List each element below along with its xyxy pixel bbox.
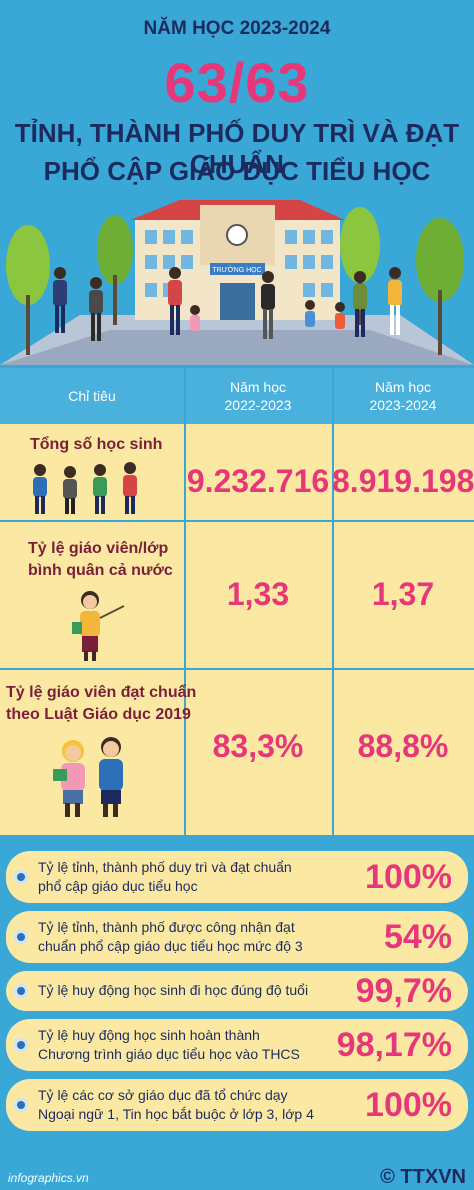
stat-value: 100% xyxy=(365,858,452,896)
row-label-teacher-standard: Tỷ lệ giáo viên đạt chuẩn theo Luật Giáo… xyxy=(6,682,196,726)
stat-text: Tỷ lệ huy động học sinh hoàn thành Chươn… xyxy=(38,1026,300,1064)
header-year-2023-line2: 2023-2024 xyxy=(369,397,437,413)
students-2023: 8.919.198 xyxy=(332,463,474,499)
stat-text-line2: Ngoại ngữ 1, Tin học bắt buộc ở lớp 3, l… xyxy=(38,1106,314,1122)
headline-line-2: PHỔ CẬP GIÁO DỤC TIỂU HỌC xyxy=(43,156,431,186)
header-year-2023-line1: Năm học xyxy=(374,379,432,395)
header-year-2022-line2: 2022-2023 xyxy=(224,397,292,413)
header-year-2022: Năm học 2022-2023 xyxy=(184,378,332,414)
school-year-title: NĂM HỌC 2023-2024 xyxy=(143,18,331,39)
stat-text-line2: phổ cập giáo dục tiểu học xyxy=(38,878,198,894)
ratio-2022: 1,33 xyxy=(226,576,290,612)
stat-item: Tỷ lệ tỉnh, thành phố duy trì và đạt chu… xyxy=(6,851,468,903)
header-year-2022-line1: Năm học xyxy=(229,379,287,395)
stat-item: Tỷ lệ các cơ sở giáo dục đã tổ chức dạy … xyxy=(6,1079,468,1131)
school-illustration: TRƯỜNG HỌC xyxy=(0,200,474,365)
stat-value: 100% xyxy=(365,1086,452,1124)
bullet-icon xyxy=(14,1038,28,1052)
ttxvn-logo: © TTXVN xyxy=(380,1166,466,1188)
stat-value: 54% xyxy=(383,918,452,956)
row-label-teacher-standard-line2: theo Luật Giáo dục 2019 xyxy=(6,706,191,723)
column-divider xyxy=(332,368,334,835)
stat-value: 99,7% xyxy=(355,972,452,1010)
stat-item: Tỷ lệ huy động học sinh đi học đúng độ t… xyxy=(6,971,468,1011)
standard-2023: 88,8% xyxy=(357,728,449,764)
standard-2022: 83,3% xyxy=(212,728,304,764)
stat-text-line2: chuẩn phổ cập giáo dục tiểu học mức độ 3 xyxy=(38,938,303,954)
row-label-teacher-class: Tỷ lệ giáo viên/lớp bình quân cả nước xyxy=(28,538,173,582)
bullet-icon xyxy=(14,930,28,944)
headline-line-1: TỈNH, THÀNH PHỐ DUY TRÌ VÀ ĐẠT CHUẨN xyxy=(14,118,460,179)
row-divider xyxy=(0,668,474,670)
stat-item: Tỷ lệ huy động học sinh hoàn thành Chươn… xyxy=(6,1019,468,1071)
stat-text-line1: Tỷ lệ tỉnh, thành phố duy trì và đạt chu… xyxy=(38,859,292,875)
ratio-2023: 1,37 xyxy=(371,576,435,612)
table-header: Chỉ tiêu Năm học 2022-2023 Năm học 2023-… xyxy=(0,368,474,424)
stat-item: Tỷ lệ tỉnh, thành phố được công nhận đạt… xyxy=(6,911,468,963)
students-icon xyxy=(33,462,137,514)
header: NĂM HỌC 2023-2024 63/63 TỈNH, THÀNH PHỐ … xyxy=(0,0,474,365)
bullet-icon xyxy=(14,984,28,998)
stat-text: Tỷ lệ tỉnh, thành phố được công nhận đạt… xyxy=(38,918,303,956)
teachers-pair-icon xyxy=(53,737,123,817)
stat-text-line1: Tỷ lệ huy động học sinh hoàn thành xyxy=(38,1027,260,1043)
header-year-2023: Năm học 2023-2024 xyxy=(332,378,474,414)
stat-text: Tỷ lệ tỉnh, thành phố duy trì và đạt chu… xyxy=(38,858,292,896)
students-2022: 9.232.716 xyxy=(186,463,330,499)
headline-number: 63/63 xyxy=(164,51,310,114)
header-criteria: Chỉ tiêu xyxy=(68,388,116,404)
row-label-teacher-class-line1: Tỷ lệ giáo viên/lớp xyxy=(28,540,169,557)
stat-text-line1: Tỷ lệ các cơ sở giáo dục đã tổ chức dạy xyxy=(38,1087,288,1103)
row-label-students: Tổng số học sinh xyxy=(30,436,163,453)
row-divider xyxy=(0,520,474,522)
row-label-teacher-class-line2: bình quân cả nước xyxy=(28,562,173,579)
teacher-icon xyxy=(72,591,125,661)
stat-text: Tỷ lệ các cơ sở giáo dục đã tổ chức dạy … xyxy=(38,1086,314,1124)
stat-text-line1: Tỷ lệ huy động học sinh đi học đúng độ t… xyxy=(38,982,309,998)
stats-list: Tỷ lệ tỉnh, thành phố duy trì và đạt chu… xyxy=(0,843,474,1153)
stat-value: 98,17% xyxy=(336,1026,452,1064)
stat-text-line1: Tỷ lệ tỉnh, thành phố được công nhận đạt xyxy=(38,919,295,935)
stat-text: Tỷ lệ huy động học sinh đi học đúng độ t… xyxy=(38,981,308,1000)
row-label-teacher-standard-line1: Tỷ lệ giáo viên đạt chuẩn xyxy=(6,684,197,701)
school-sign-text: TRƯỜNG HỌC xyxy=(212,265,261,274)
column-divider xyxy=(184,368,186,835)
bullet-icon xyxy=(14,1098,28,1112)
footer: infographics.vn © TTXVN xyxy=(0,1162,474,1190)
site-url[interactable]: infographics.vn xyxy=(8,1171,89,1185)
bullet-icon xyxy=(14,870,28,884)
comparison-table: Chỉ tiêu Năm học 2022-2023 Năm học 2023-… xyxy=(0,368,474,835)
stat-text-line2: Chương trình giáo dục tiểu học vào THCS xyxy=(38,1046,300,1062)
